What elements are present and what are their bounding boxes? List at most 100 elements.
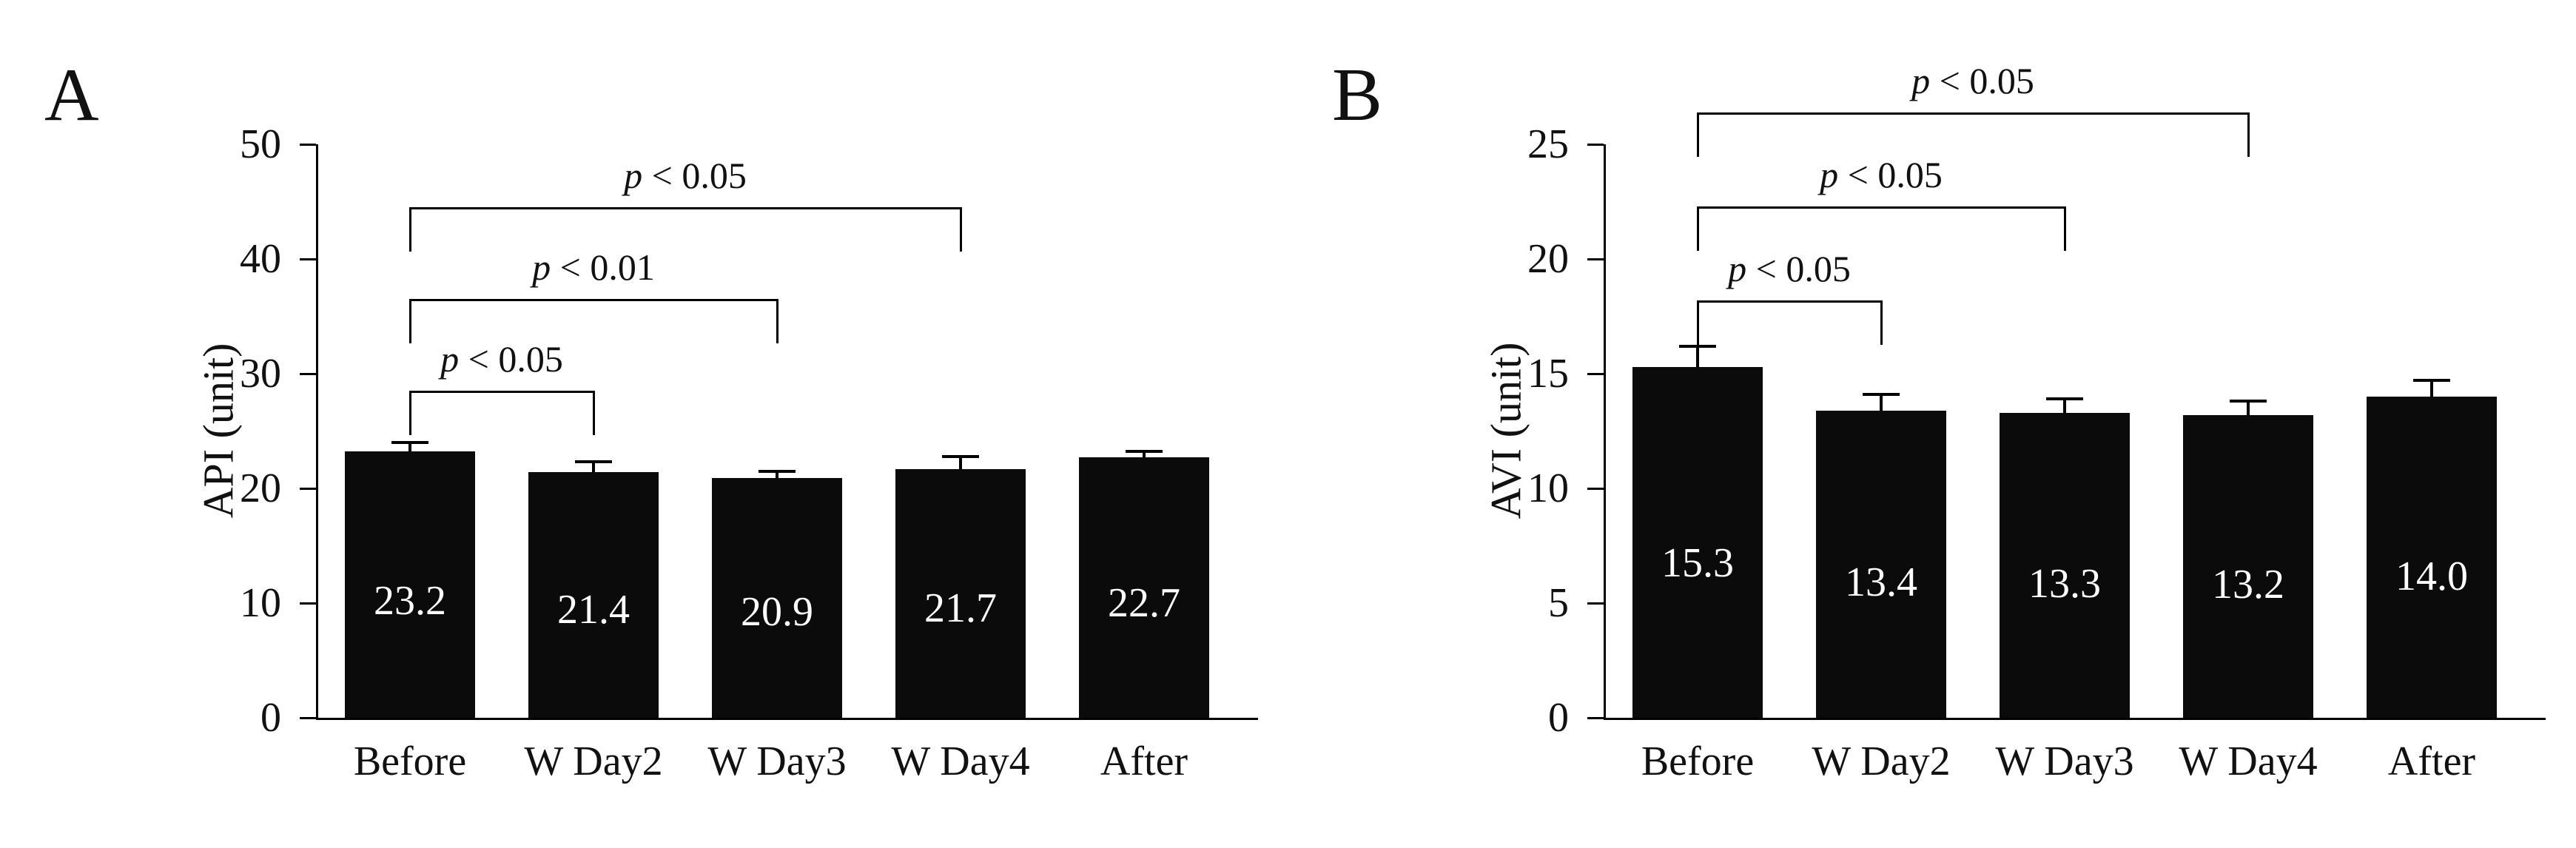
y-tick-mark: [1587, 602, 1604, 605]
chart-panel-b: B AVI (unit) 0 5 10 15 20 25 15.3 Before 13.4 W D…: [1288, 0, 2575, 848]
bar-value-label: 13.3: [2028, 560, 2101, 607]
x-category-label: W Day3: [1995, 738, 2134, 784]
significance-bracket-tick: [408, 299, 411, 344]
significance-p-label: p < 0.05: [440, 338, 563, 380]
y-axis-line: [1604, 144, 1606, 720]
error-bar-cap: [942, 454, 979, 458]
p-symbol: p: [1911, 59, 1931, 101]
y-tick-label: 30: [240, 351, 281, 397]
y-tick-mark: [1587, 716, 1604, 719]
y-tick-mark: [300, 372, 316, 375]
error-bar-cap: [391, 441, 428, 444]
y-tick-mark: [1587, 487, 1604, 490]
significance-bracket-line: [1696, 206, 2066, 209]
bar: [1816, 410, 1946, 718]
p-symbol: p: [1820, 153, 1839, 195]
error-bar-line: [592, 462, 595, 473]
panel-letter: A: [44, 53, 99, 137]
y-tick-mark: [1587, 372, 1604, 375]
significance-bracket-tick: [959, 207, 962, 252]
x-category-label: W Day2: [524, 738, 663, 784]
y-tick-label: 50: [240, 121, 281, 167]
y-tick-label: 10: [240, 580, 281, 626]
bar: [2183, 414, 2313, 718]
x-category-label: W Day3: [707, 738, 847, 784]
significance-bracket-tick: [1696, 300, 1699, 345]
x-category-label: After: [1100, 738, 1188, 784]
significance-bracket-tick: [1696, 112, 1699, 157]
error-bar-line: [1143, 451, 1146, 458]
y-tick-label: 0: [1548, 695, 1569, 741]
significance-bracket-line: [1696, 112, 2250, 115]
x-category-label: W Day2: [1812, 738, 1951, 784]
bar: [895, 468, 1026, 718]
significance-p-label: p < 0.05: [1911, 59, 2034, 101]
significance-bracket-line: [408, 207, 962, 210]
significance-p-label: p < 0.01: [532, 246, 655, 289]
y-tick-label: 10: [1527, 465, 1569, 511]
y-tick-mark: [300, 602, 316, 605]
bar: [528, 472, 659, 718]
y-tick-mark: [300, 143, 316, 146]
bar: [345, 451, 475, 718]
significance-bracket-tick: [2063, 206, 2066, 251]
y-axis-line: [316, 144, 318, 720]
x-axis-line: [316, 718, 1258, 720]
bar: [1079, 457, 1209, 718]
error-bar-cap: [1863, 392, 1900, 396]
x-axis-line: [1604, 718, 2546, 720]
y-tick-label: 40: [240, 236, 281, 282]
significance-p-label: p < 0.05: [624, 155, 747, 197]
error-bar-cap: [1679, 344, 1716, 348]
bar: [2000, 412, 2130, 718]
error-bar-line: [2063, 399, 2066, 413]
p-symbol: p: [440, 338, 460, 380]
y-tick-label: 20: [1527, 236, 1569, 282]
significance-p-label: p < 0.05: [1728, 247, 1851, 289]
y-tick-label: 15: [1527, 351, 1569, 397]
plot-area: 0 10 20 30 40 50 23.2 Before 21.4 W Day2 20.9 W Day…: [240, 121, 1258, 784]
bar-value-label: 20.9: [741, 589, 813, 636]
error-bar-line: [776, 471, 778, 479]
plot-area: 0 5 10 15 20 25 15.3 Before 13.4 W Day2 13.3 W Day3…: [1527, 60, 2546, 784]
x-category-label: Before: [353, 738, 467, 784]
significance-bracket-tick: [592, 391, 595, 436]
bar-value-label: 13.2: [2212, 561, 2284, 608]
error-bar-line: [1696, 346, 1699, 367]
significance-bracket-tick: [2247, 112, 2250, 157]
bar-value-label: 22.7: [1108, 580, 1180, 627]
panel-letter: B: [1332, 53, 1383, 137]
bar-value-label: 14.0: [2395, 553, 2468, 600]
bar-value-label: 15.3: [1661, 540, 1734, 587]
y-tick-label: 0: [260, 695, 281, 741]
bar: [1632, 366, 1763, 718]
bar-value-label: 23.2: [374, 577, 446, 624]
error-bar-cap: [2413, 379, 2450, 383]
significance-bracket-line: [1696, 300, 1883, 303]
error-bar-cap: [2046, 397, 2083, 401]
bar-value-label: 13.4: [1845, 559, 1917, 606]
error-bar-cap: [575, 460, 612, 464]
significance-bracket-tick: [1880, 300, 1883, 345]
y-tick-mark: [1587, 258, 1604, 260]
bar: [2367, 397, 2497, 718]
chart-panel-a: A API (unit) 0 10 20 30 40 50 23.2 Before 21.4 W …: [44, 53, 1258, 784]
x-category-label: W Day4: [2179, 738, 2318, 784]
p-symbol: p: [532, 246, 551, 289]
x-category-label: After: [2387, 738, 2476, 784]
p-symbol: p: [1728, 247, 1747, 289]
y-tick-mark: [1587, 143, 1604, 146]
significance-bracket-tick: [408, 391, 411, 436]
y-tick-mark: [300, 258, 316, 260]
significance-p-label: p < 0.05: [1820, 153, 1943, 195]
error-bar-line: [2247, 401, 2250, 415]
x-category-label: Before: [1641, 738, 1755, 784]
y-tick-mark: [300, 716, 316, 719]
x-category-label: W Day4: [891, 738, 1030, 784]
p-symbol: p: [624, 155, 643, 197]
error-bar-cap: [1126, 450, 1163, 454]
bar-value-label: 21.7: [924, 585, 997, 632]
significance-bracket-line: [408, 299, 778, 302]
error-bar-cap: [759, 469, 796, 473]
